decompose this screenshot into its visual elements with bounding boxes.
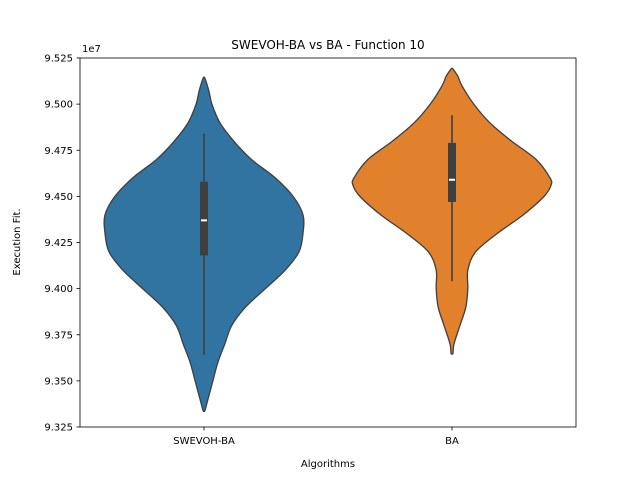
- x-axis: SWEVOH-BA BA: [173, 427, 459, 447]
- y-tick-label: 9.350: [44, 376, 73, 387]
- y-tick-label: 9.525: [44, 54, 73, 65]
- y-tick-label: 9.400: [44, 284, 73, 295]
- y-axis: 9.325 9.350 9.375 9.400 9.425 9.450 9.475 9.500…: [44, 54, 80, 434]
- x-tick-label: SWEVOH-BA: [173, 436, 235, 447]
- plot-frame: [79, 57, 577, 428]
- y-tick-label: 9.375: [44, 330, 73, 341]
- violin-iqr-box: [448, 142, 456, 202]
- violin-iqr-box: [200, 181, 208, 256]
- y-tick-label: 9.475: [44, 146, 73, 157]
- y-scale-label: 1e7: [82, 44, 101, 55]
- y-tick-label: 9.325: [44, 423, 73, 434]
- plot-area: [103, 67, 553, 413]
- chart-title: SWEVOH-BA vs BA - Function 10: [231, 38, 424, 52]
- y-axis-label: Execution Fit.: [12, 208, 23, 275]
- x-tick-label: BA: [445, 436, 459, 447]
- x-axis-label: Algorithms: [301, 459, 355, 470]
- y-tick-label: 9.425: [44, 238, 73, 249]
- y-tick-label: 9.500: [44, 100, 73, 111]
- y-tick-label: 9.450: [44, 192, 73, 203]
